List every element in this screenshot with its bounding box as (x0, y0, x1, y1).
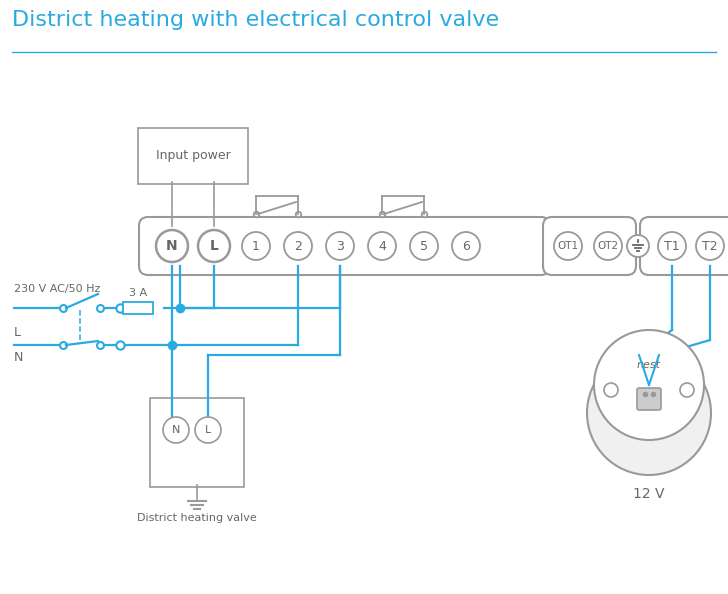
Text: 3 A: 3 A (129, 288, 147, 298)
Text: N: N (166, 239, 178, 253)
Circle shape (156, 230, 188, 262)
Circle shape (368, 232, 396, 260)
FancyBboxPatch shape (139, 217, 550, 275)
Text: OT1: OT1 (558, 241, 579, 251)
FancyBboxPatch shape (637, 388, 661, 410)
Text: 230 V AC/50 Hz: 230 V AC/50 Hz (14, 284, 100, 294)
Text: T2: T2 (703, 239, 718, 252)
Circle shape (198, 230, 230, 262)
Text: 2: 2 (294, 239, 302, 252)
Circle shape (696, 232, 724, 260)
Circle shape (326, 232, 354, 260)
Circle shape (594, 232, 622, 260)
Text: nest: nest (640, 400, 658, 409)
FancyBboxPatch shape (543, 217, 636, 275)
Circle shape (680, 383, 694, 397)
Text: N: N (14, 351, 23, 364)
Text: District heating valve: District heating valve (137, 513, 257, 523)
Text: T1: T1 (664, 239, 680, 252)
Text: L: L (14, 326, 21, 339)
Text: 6: 6 (462, 239, 470, 252)
Text: 12 V: 12 V (633, 487, 665, 501)
Circle shape (594, 330, 704, 440)
Text: OT2: OT2 (598, 241, 619, 251)
Text: 3: 3 (336, 239, 344, 252)
Circle shape (242, 232, 270, 260)
Text: nest: nest (637, 360, 661, 370)
Circle shape (284, 232, 312, 260)
Circle shape (410, 232, 438, 260)
Circle shape (163, 417, 189, 443)
Text: Input power: Input power (156, 150, 230, 163)
Text: District heating with electrical control valve: District heating with electrical control… (12, 10, 499, 30)
FancyBboxPatch shape (150, 398, 244, 487)
Circle shape (452, 232, 480, 260)
Circle shape (587, 351, 711, 475)
Circle shape (195, 417, 221, 443)
Text: L: L (210, 239, 218, 253)
Circle shape (627, 235, 649, 257)
Text: 4: 4 (378, 239, 386, 252)
Text: 1: 1 (252, 239, 260, 252)
FancyBboxPatch shape (640, 217, 728, 275)
Text: L: L (205, 425, 211, 435)
Circle shape (554, 232, 582, 260)
FancyBboxPatch shape (138, 128, 248, 184)
FancyBboxPatch shape (123, 302, 153, 314)
Circle shape (658, 232, 686, 260)
Text: N: N (172, 425, 181, 435)
Text: 5: 5 (420, 239, 428, 252)
Circle shape (604, 383, 618, 397)
